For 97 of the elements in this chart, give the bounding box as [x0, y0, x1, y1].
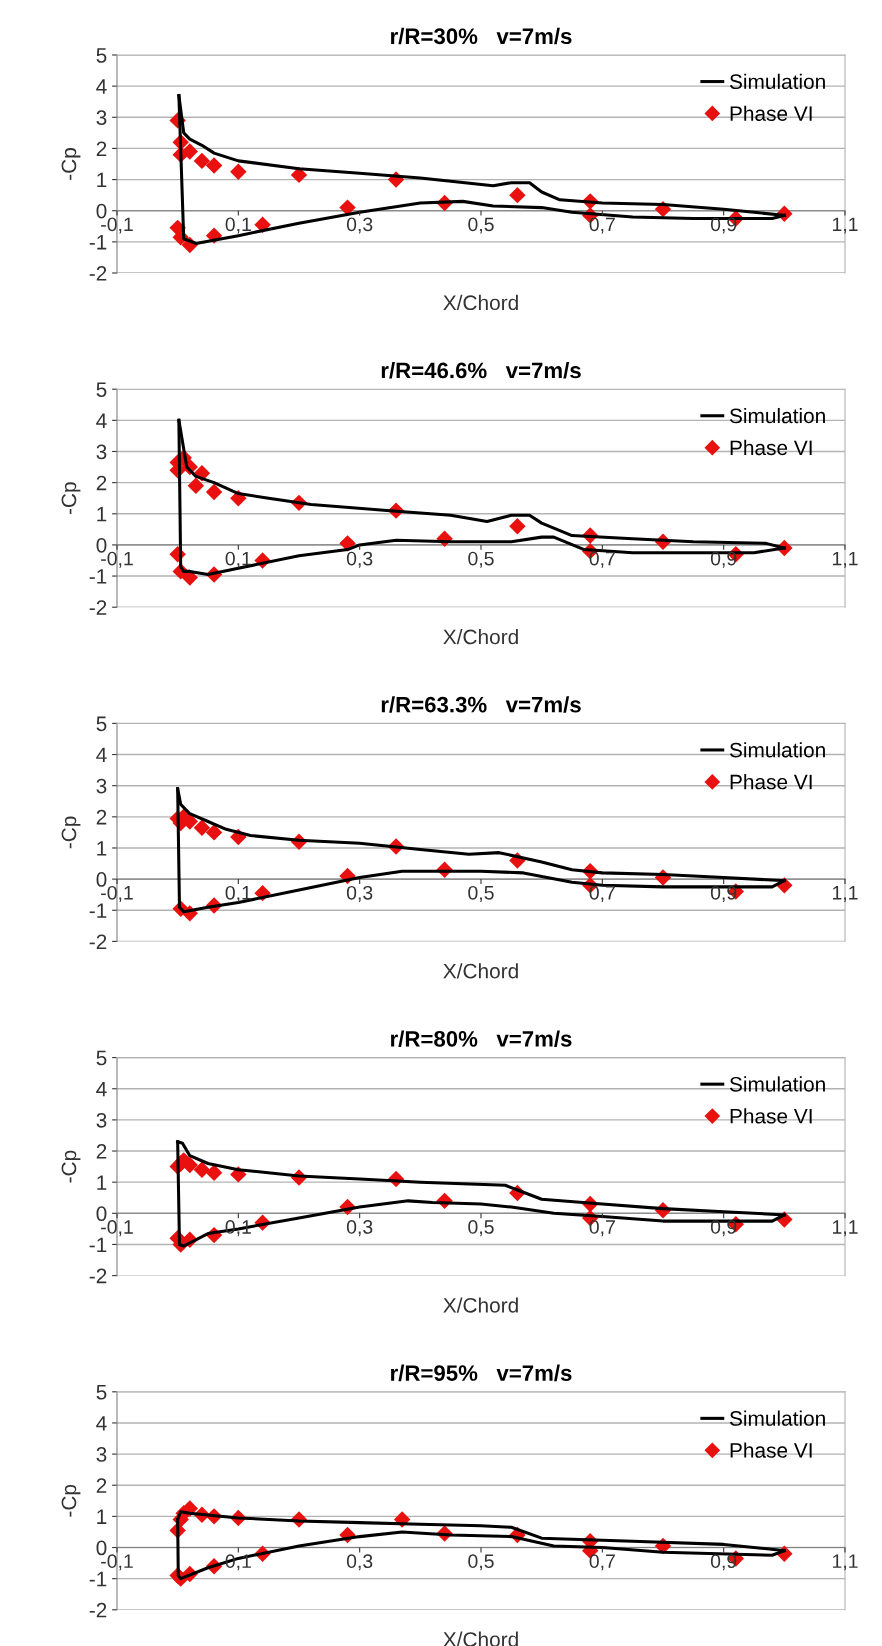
x-tick-label: 1,1 [832, 1220, 858, 1237]
y-tick-label: 3 [96, 778, 107, 794]
x-tick-label: 0,9 [710, 551, 737, 568]
x-tick-label: 1,1 [832, 217, 858, 234]
y-tick-label: 1 [97, 172, 107, 188]
legend-label: Phase VI [730, 105, 812, 121]
y-tick-label: 2 [96, 1144, 107, 1159]
legend-label: Simulation [729, 73, 825, 90]
y-tick-label: 2 [96, 475, 107, 491]
legend-label: Simulation [729, 742, 825, 758]
legend-label: Simulation [729, 1076, 825, 1092]
y-tick-label: 1 [97, 506, 107, 522]
chart-title: r/R=46.6% v=7m/s [381, 361, 581, 379]
x-tick-label: 0,7 [589, 551, 615, 568]
y-tick-label: 1 [97, 1175, 107, 1190]
y-tick-label: 4 [96, 1081, 107, 1097]
x-tick-label: 0,1 [225, 551, 251, 568]
y-tick-label: 3 [96, 1447, 107, 1462]
y-tick-label: 0 [96, 1540, 107, 1556]
y-tick-label: -1 [89, 235, 107, 250]
y-axis-title: -Cp [61, 1484, 81, 1517]
y-tick-label: 5 [96, 382, 107, 397]
y-tick-label: 5 [96, 1385, 107, 1400]
chart-title: r/R=30% v=7m/s [391, 27, 572, 45]
y-tick-label: -1 [89, 903, 107, 918]
y-tick-label: 0 [96, 203, 107, 219]
y-tick-label: -1 [89, 569, 107, 584]
y-tick-label: 5 [96, 716, 107, 732]
x-tick-label: 1,1 [832, 1554, 858, 1571]
x-tick-label: 0,5 [468, 217, 494, 234]
y-tick-label: -2 [89, 1268, 107, 1284]
x-tick-label: 0,3 [346, 551, 373, 568]
y-tick-label: 0 [96, 537, 107, 553]
y-tick-label: 1 [97, 1509, 107, 1524]
x-tick-label: 0,5 [468, 885, 494, 902]
y-tick-label: 4 [96, 79, 107, 94]
y-tick-label: 3 [96, 1112, 107, 1128]
y-tick-label: 4 [96, 1416, 107, 1431]
y-tick-label: -1 [89, 1571, 107, 1587]
chart-title: r/R=63.3% v=7m/s [381, 696, 581, 713]
y-tick-label: 0 [96, 872, 107, 887]
x-tick-label: 1,1 [832, 886, 858, 902]
y-tick-label: 3 [96, 110, 107, 126]
y-axis-title: -Cp [61, 816, 81, 849]
legend-label: Phase VI [730, 439, 812, 456]
y-tick-label: -1 [89, 1237, 107, 1253]
y-tick-label: 4 [96, 413, 107, 428]
y-tick-label: -2 [89, 266, 107, 281]
x-tick-label: -0,1 [101, 1220, 133, 1237]
y-tick-label: 1 [97, 841, 107, 856]
y-tick-label: -2 [89, 934, 107, 949]
x-tick-label: -0,1 [101, 1554, 133, 1571]
x-tick-label: 0,1 [225, 885, 251, 902]
y-tick-label: 4 [96, 747, 107, 763]
x-axis-title: X/Chord [443, 963, 518, 979]
x-tick-label: 0,3 [346, 1554, 373, 1571]
x-tick-label: -0,1 [101, 885, 133, 902]
x-tick-label: 0,3 [346, 217, 373, 234]
x-tick-label: 0,7 [589, 1220, 615, 1237]
x-tick-label: -0,1 [101, 551, 133, 568]
x-tick-label: 0,5 [468, 1220, 494, 1237]
x-tick-label: 1,1 [832, 551, 858, 568]
x-axis-title: X/Chord [443, 629, 518, 645]
x-tick-label: -0,1 [101, 217, 133, 234]
y-tick-label: -2 [89, 1602, 107, 1618]
y-tick-label: 2 [96, 809, 107, 825]
x-tick-label: 0,9 [710, 1220, 737, 1237]
y-tick-label: 5 [96, 48, 107, 63]
x-axis-title: X/Chord [443, 294, 518, 311]
y-axis-title: -Cp [61, 1150, 81, 1183]
x-tick-label: 0,7 [589, 217, 615, 234]
legend-label: Phase VI [730, 774, 812, 790]
x-tick-label: 0,1 [225, 217, 251, 234]
y-tick-label: 2 [96, 1478, 107, 1493]
x-tick-label: 0,9 [710, 1554, 737, 1571]
x-axis-title: X/Chord [443, 1297, 518, 1313]
y-tick-label: 3 [96, 444, 107, 460]
y-tick-label: 2 [96, 141, 107, 156]
x-tick-label: 0,7 [589, 1554, 615, 1571]
legend-label: Simulation [729, 407, 825, 424]
chart-title: r/R=80% v=7m/s [391, 1030, 572, 1047]
x-tick-label: 0,5 [468, 551, 494, 568]
x-tick-label: 0,3 [346, 1220, 373, 1237]
y-tick-label: 0 [96, 1206, 107, 1222]
y-tick-label: 5 [96, 1050, 107, 1066]
x-tick-label: 0,7 [589, 885, 615, 902]
chart-title: r/R=95% v=7m/s [391, 1364, 572, 1382]
y-axis-title: -Cp [61, 482, 81, 515]
x-tick-label: 0,3 [346, 885, 373, 902]
legend-label: Phase VI [730, 1108, 812, 1124]
x-tick-label: 0,5 [468, 1554, 494, 1571]
y-tick-label: -2 [89, 600, 107, 615]
legend-label: Simulation [729, 1410, 825, 1426]
x-axis-title: X/Chord [443, 1631, 518, 1646]
legend-label: Phase VI [730, 1442, 812, 1458]
y-axis-title: -Cp [61, 148, 81, 180]
x-tick-label: 0,9 [710, 217, 737, 234]
